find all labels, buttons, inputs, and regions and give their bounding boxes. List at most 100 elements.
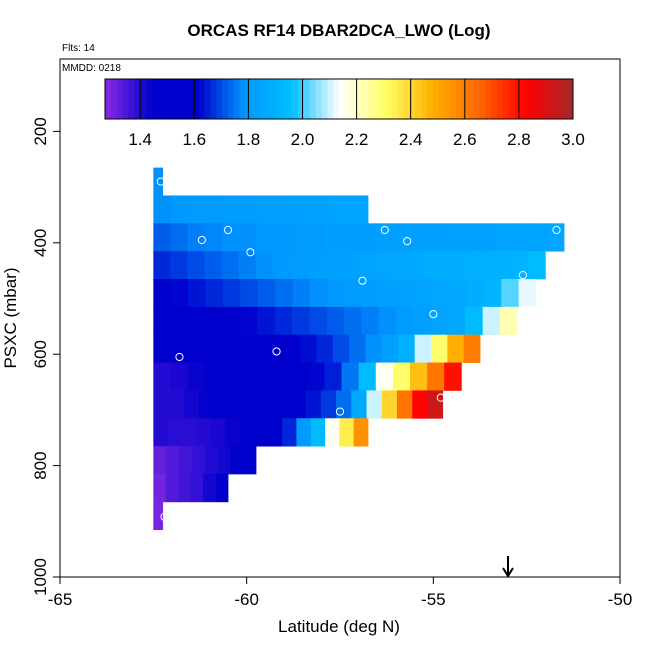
colorbar-segment (274, 79, 281, 119)
heatmap-cell (187, 223, 206, 252)
heatmap-cell (218, 334, 236, 363)
heatmap-cell (273, 223, 291, 252)
heatmap-cell (170, 251, 188, 280)
colorbar-segment (444, 79, 451, 119)
heatmap-cell (257, 279, 276, 308)
heatmap-cell (332, 195, 351, 224)
heatmap-cell (449, 279, 467, 308)
heatmap-cell (396, 306, 414, 336)
colorbar-tick-label: 1.6 (182, 130, 206, 149)
colorbar-segment (362, 79, 369, 119)
colorbar-segment (134, 79, 141, 119)
heatmap-cell (378, 306, 397, 336)
colorbar-segment (216, 79, 223, 119)
colorbar-segment (251, 79, 258, 119)
heatmap-cell (230, 446, 244, 475)
x-tick-label: -50 (608, 590, 633, 609)
colorbar-segment (356, 79, 363, 119)
colorbar-segment (233, 79, 241, 119)
position-arrow-head (502, 567, 514, 578)
heatmap-cell (290, 362, 308, 391)
colorbar-segment (526, 79, 533, 119)
colorbar-segment (262, 79, 270, 119)
heatmap-cell (414, 279, 433, 308)
heatmap-cell (366, 390, 383, 419)
heatmap-cell (410, 223, 428, 252)
colorbar-segment (391, 79, 398, 119)
heatmap-cell (307, 223, 325, 252)
heatmap-cell (351, 390, 367, 419)
colorbar-segment (309, 79, 317, 119)
heatmap-cell (444, 223, 462, 252)
colorbar-segment (321, 79, 328, 119)
heatmap-cell (357, 251, 376, 280)
heatmap-cell (477, 251, 495, 280)
heatmap-cell (186, 334, 203, 363)
heatmap-cell (350, 195, 369, 224)
colorbar-segment (339, 79, 346, 119)
heatmap-cell (292, 279, 311, 308)
colorbar-segment (555, 79, 562, 119)
sample-point (291, 468, 300, 477)
heatmap-cell (529, 223, 548, 252)
heatmap-cell (153, 390, 169, 419)
colorbar-segment (163, 79, 170, 119)
colorbar-segment (409, 79, 416, 119)
colorbar-segment (239, 79, 246, 119)
heatmap-cell (358, 362, 377, 391)
heatmap-cell (482, 306, 501, 336)
colorbar-frame (104, 78, 574, 120)
heatmap-cell (153, 195, 172, 224)
heatmap-cell (167, 418, 183, 447)
heatmap-cell (240, 279, 259, 308)
colorbar-segment (268, 79, 276, 119)
heatmap-cell (217, 446, 231, 475)
heatmap-cell (224, 418, 240, 447)
colorbar-segment (491, 79, 498, 119)
heatmap-cell (153, 501, 164, 531)
colorbar-segment (181, 79, 188, 119)
heatmap-cell (358, 223, 377, 252)
sample-point (429, 310, 438, 319)
heatmap-cell (362, 279, 380, 308)
heatmap-cell (221, 251, 239, 280)
heatmap-cell (239, 418, 254, 447)
heatmap-cell (256, 223, 274, 252)
heatmap-cell (413, 306, 432, 336)
heatmap-cell (257, 306, 276, 336)
heatmap-cell (381, 390, 398, 419)
heatmap-cell (243, 446, 257, 475)
colorbar-segment (438, 79, 445, 119)
heatmap-cell (349, 334, 367, 363)
y-tick-label: 1000 (31, 558, 50, 596)
heatmap-cell (296, 195, 315, 224)
colorbar-segment (561, 79, 568, 119)
heatmap-cell (361, 306, 380, 336)
heatmap-cell (284, 334, 301, 363)
sample-point (175, 352, 184, 362)
heatmap-cell (196, 418, 211, 447)
colorbar-segment (479, 79, 486, 119)
heatmap-cell (353, 418, 369, 447)
heatmap-cell (431, 334, 448, 363)
heatmap-cell (179, 446, 193, 475)
heatmap-cell (190, 473, 204, 503)
heatmap-cell (259, 390, 276, 419)
heatmap-cell (426, 251, 444, 280)
date-note: MMDD: 0218 (62, 63, 121, 74)
colorbar: 1.4 1.6 1.8 2.0 2.2 2.4 2.6 2.8 3.0 (104, 78, 585, 149)
x-tick-label: -65 (48, 590, 73, 609)
heatmap-cell (382, 334, 399, 363)
sample-point (272, 347, 281, 356)
heatmap-cell (256, 362, 274, 391)
heatmap-cell (290, 223, 308, 252)
colorbar-segment (485, 79, 492, 119)
heatmap-cell (511, 251, 529, 280)
colorbar-segment (549, 79, 556, 119)
heatmap-cell (427, 223, 445, 252)
heatmap-cell (153, 223, 171, 252)
heatmap-cell (274, 306, 293, 336)
heatmap-cell (307, 362, 325, 391)
heatmap-cell (296, 418, 312, 447)
heatmap-cell (253, 418, 269, 447)
